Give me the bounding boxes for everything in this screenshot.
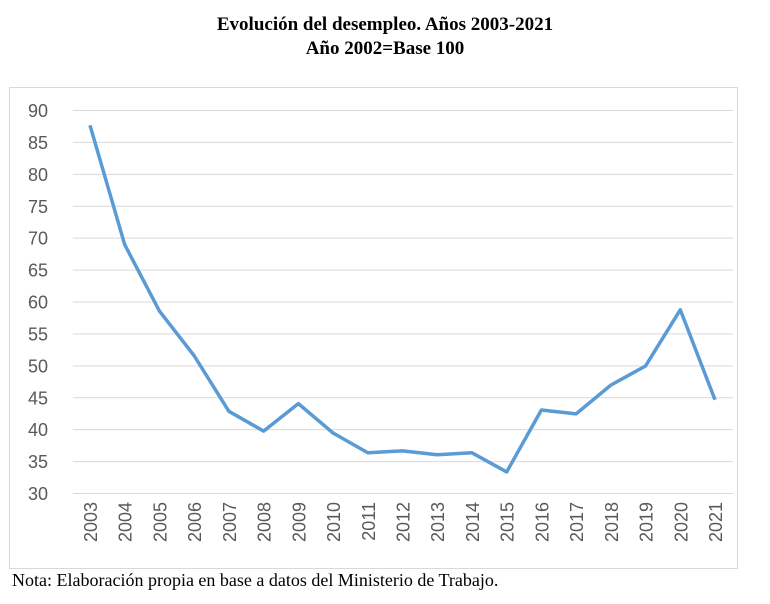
y-tick-label: 55 (28, 324, 48, 344)
x-tick-label: 2017 (567, 502, 587, 542)
chart-subtitle: Año 2002=Base 100 (305, 38, 465, 59)
x-tick-label: 2009 (289, 502, 309, 542)
x-tick-label: 2016 (532, 502, 552, 542)
x-tick-label: 2013 (428, 502, 448, 542)
x-tick-label: 2014 (463, 502, 483, 542)
x-tick-label: 2006 (185, 502, 205, 542)
x-tick-label: 2019 (637, 502, 657, 542)
x-tick-label: 2015 (498, 502, 518, 542)
x-tick-label: 2012 (394, 502, 414, 542)
x-tick-label: 2007 (220, 502, 240, 542)
x-tick-label: 2010 (324, 502, 344, 542)
y-tick-label: 75 (28, 197, 48, 217)
x-tick-label: 2011 (359, 502, 379, 541)
chart-title: Evolución del desempleo. Años 2003-2021 (216, 14, 554, 35)
y-tick-label: 40 (28, 420, 48, 440)
x-tick-label: 2003 (81, 502, 101, 542)
chart-note: Nota: Elaboración propia en base a datos… (12, 570, 499, 590)
y-tick-label: 60 (28, 293, 48, 313)
chart-frame (9, 87, 738, 569)
x-tick-label: 2021 (706, 502, 726, 542)
y-tick-label: 30 (28, 484, 48, 504)
x-tick-label: 2008 (255, 502, 275, 542)
y-tick-label: 70 (28, 229, 48, 249)
y-tick-label: 65 (28, 261, 48, 281)
x-tick-label: 2020 (671, 502, 691, 542)
y-tick-label: 85 (28, 133, 48, 153)
x-tick-label: 2005 (150, 502, 170, 542)
y-tick-label: 35 (28, 452, 48, 472)
series-line (88, 124, 717, 474)
x-tick-label: 2018 (602, 502, 622, 542)
y-tick-label: 50 (28, 356, 48, 376)
y-tick-label: 80 (28, 165, 48, 185)
y-tick-label: 45 (28, 388, 48, 408)
y-tick-label: 90 (28, 101, 48, 121)
x-tick-label: 2004 (116, 502, 136, 542)
